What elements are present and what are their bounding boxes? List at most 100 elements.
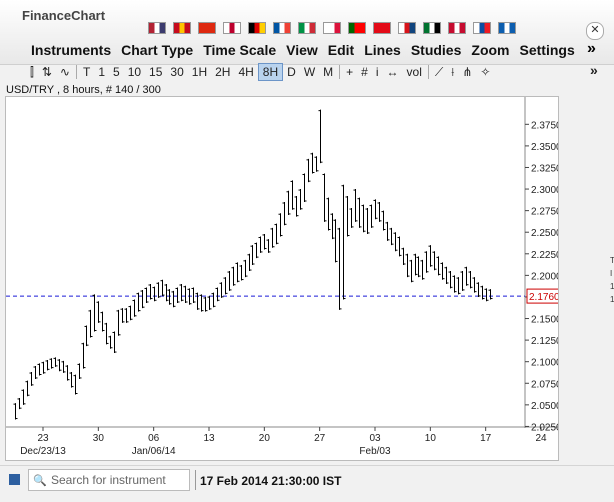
ohlc-bar — [416, 256, 421, 278]
grid-icon[interactable]: # — [361, 65, 368, 79]
menu-studies[interactable]: Studies — [410, 42, 462, 58]
flag-denmark-icon[interactable] — [448, 22, 466, 34]
menu-view[interactable]: View — [286, 42, 318, 58]
chart-window[interactable]: 2.0250 2.0500 2.0750 2.1000 2.1250 2.1500 2.17… — [5, 96, 562, 461]
flag-germany-icon[interactable] — [248, 22, 266, 34]
ohlc-bar — [84, 325, 89, 347]
menu-lines[interactable]: Lines — [364, 42, 401, 58]
ohlc-bar — [294, 195, 299, 217]
timescale-4h[interactable]: 4H — [238, 65, 254, 79]
panel-toggle-icon[interactable] — [9, 474, 20, 485]
ohlc-bar — [69, 372, 74, 388]
y-tick-label: 2.1500 — [531, 315, 558, 326]
ohlc-bar — [183, 285, 188, 303]
ohlc-bar — [179, 284, 184, 302]
info-icon[interactable]: i — [375, 65, 379, 79]
crosshair-icon[interactable]: + — [346, 65, 354, 79]
timescale-8h[interactable]: 8H — [257, 63, 284, 81]
timescale-m[interactable]: M — [323, 65, 334, 79]
scroll-icon[interactable]: ↔ — [386, 65, 399, 79]
ohlc-bar — [199, 294, 204, 312]
ohlc-bar — [302, 173, 307, 203]
search-input[interactable]: 🔍 Search for instrument — [28, 469, 190, 491]
pin-icon[interactable]: ✧ — [480, 65, 491, 79]
flag-japan-icon[interactable] — [223, 22, 241, 34]
ohlc-bar — [258, 236, 263, 253]
ohlc-bar — [108, 335, 113, 349]
menu-settings[interactable]: Settings — [519, 42, 575, 58]
search-icon: 🔍 — [33, 474, 47, 487]
ohlc-bar — [227, 271, 232, 291]
ohlc-bar — [444, 266, 449, 285]
timescale-30[interactable]: 30 — [170, 65, 184, 79]
menu-more-button[interactable]: » — [587, 40, 596, 57]
flag-china-icon[interactable] — [198, 22, 216, 34]
ohlc-bar — [25, 380, 30, 397]
y-tick-label: 2.3750 — [531, 120, 558, 131]
toolbar-more-button[interactable]: » — [590, 62, 598, 78]
ohlc-bar — [13, 403, 18, 420]
flag-usa-icon[interactable] — [148, 22, 166, 34]
ohlc-bar — [333, 219, 338, 263]
app-title: FinanceChart — [22, 8, 106, 23]
menu-zoom[interactable]: Zoom — [471, 42, 510, 58]
pitchfork-icon[interactable]: ⋔ — [462, 65, 473, 79]
ohlc-icon[interactable]: ⇅ — [41, 65, 52, 79]
menu-edit[interactable]: Edit — [327, 42, 355, 58]
flag-czech-icon[interactable] — [398, 22, 416, 34]
timescale-1[interactable]: 1 — [98, 65, 105, 79]
flag-greece-icon[interactable] — [498, 22, 516, 34]
menu-chart-type[interactable]: Chart Type — [121, 42, 194, 58]
timescale-2h[interactable]: 2H — [215, 65, 231, 79]
status-divider — [195, 470, 196, 490]
line-icon[interactable]: ∿ — [59, 65, 70, 79]
timescale-1h[interactable]: 1H — [191, 65, 208, 79]
flag-poland-icon[interactable] — [323, 22, 341, 34]
main-menu: Instruments Chart Type Time Scale View Edit L… — [31, 42, 575, 58]
ohlc-bar — [420, 259, 425, 280]
status-bar: 🔍 Search for instrument 17 Feb 2014 21:3… — [0, 465, 614, 496]
flag-slovakia-icon[interactable] — [473, 22, 491, 34]
flag-portugal-icon[interactable] — [348, 22, 366, 34]
timescale-5[interactable]: 5 — [113, 65, 120, 79]
x-tick-label: 30 — [93, 433, 105, 444]
ohlc-bar — [211, 292, 216, 308]
flag-spain-icon[interactable] — [173, 22, 191, 34]
close-icon[interactable]: ✕ — [586, 22, 604, 40]
status-datetime: 17 Feb 2014 21:30:00 IST — [200, 474, 342, 488]
volume-icon[interactable]: vol — [406, 65, 422, 79]
ohlc-bar — [61, 360, 66, 373]
ohlc-bar — [393, 232, 398, 252]
ohlc-bar — [464, 266, 469, 286]
timescale-w[interactable]: W — [303, 65, 316, 79]
timescale-15[interactable]: 15 — [149, 65, 163, 79]
ohlc-bar — [290, 180, 295, 210]
flag-uae-icon[interactable] — [423, 22, 441, 34]
ohlc-bar — [160, 279, 165, 297]
timescale-t[interactable]: T — [82, 65, 91, 79]
ohlc-bar — [243, 259, 248, 278]
ohlc-bar — [104, 322, 109, 345]
ohlc-bar — [33, 366, 38, 379]
timescale-10[interactable]: 10 — [127, 65, 142, 79]
menu-time-scale[interactable]: Time Scale — [203, 42, 277, 58]
flag-france-icon[interactable] — [273, 22, 291, 34]
trendline-icon[interactable]: ⟋ — [434, 65, 444, 79]
ohlc-bar — [369, 204, 374, 228]
timescale-d[interactable]: D — [287, 65, 296, 79]
flag-italy-icon[interactable] — [298, 22, 316, 34]
flag-turkey-icon[interactable] — [373, 22, 391, 34]
ohlc-bar — [401, 247, 406, 266]
ohlc-bar — [274, 223, 279, 245]
ohlc-bar — [140, 290, 145, 309]
candle-icon[interactable]: ⫿ — [30, 65, 34, 79]
y-tick-label: 2.0500 — [531, 401, 558, 412]
language-flags — [148, 22, 516, 34]
ohlc-bar — [112, 331, 117, 354]
fibonacci-icon[interactable]: ⟊ — [451, 65, 455, 79]
y-tick-label: 2.2750 — [531, 207, 558, 218]
ohlc-chart[interactable]: 2.0250 2.0500 2.0750 2.1000 2.1250 2.1500 2.17… — [6, 97, 562, 460]
ohlc-bar — [389, 227, 394, 246]
menu-instruments[interactable]: Instruments — [31, 42, 112, 58]
ohlc-bar — [187, 288, 192, 305]
